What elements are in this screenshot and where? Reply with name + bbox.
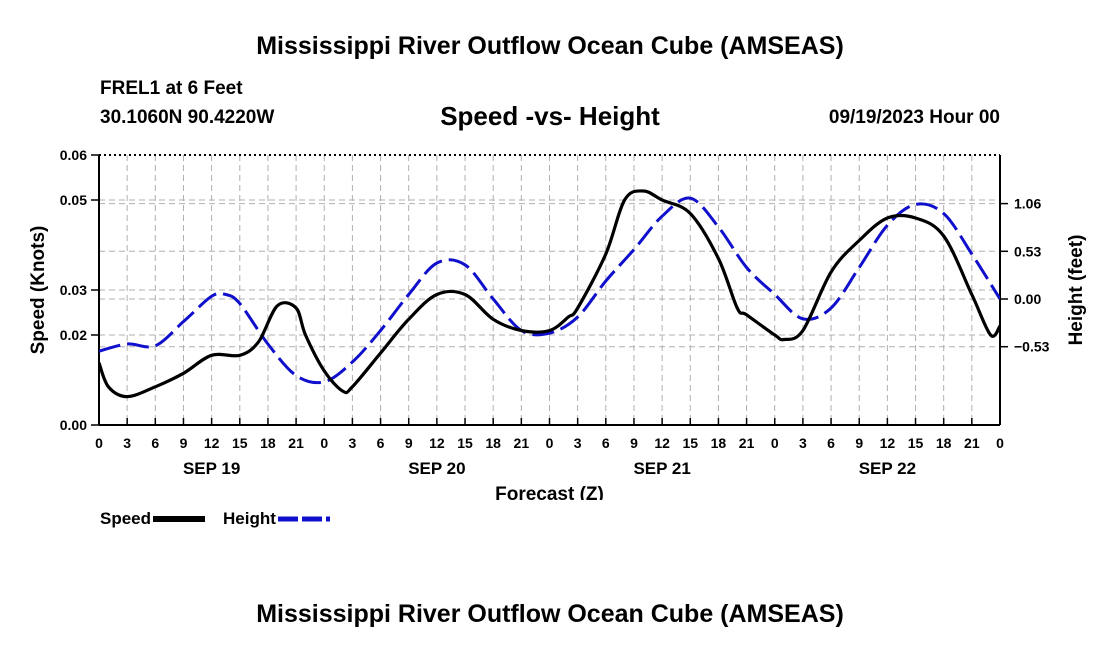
x-tick-label: 6	[377, 435, 385, 451]
x-tick-label: 0	[320, 435, 328, 451]
x-tick-label: 21	[739, 435, 755, 451]
x-tick-label: 6	[151, 435, 159, 451]
x-tick-label: 9	[855, 435, 863, 451]
y-axis-title: Speed (Knots)	[28, 226, 49, 355]
x-tick-label: 6	[602, 435, 610, 451]
x-tick-label: 3	[574, 435, 582, 451]
x-tick-label: 3	[799, 435, 807, 451]
x-tick-label: 21	[964, 435, 980, 451]
x-axis-title: Forecast (Z)	[495, 484, 604, 500]
day-label: SEP 21	[633, 459, 690, 478]
y-tick-label: 0.00	[60, 417, 87, 433]
x-tick-label: 15	[457, 435, 473, 451]
legend-height-swatch	[277, 516, 330, 522]
y2-axis-title: Height (feet)	[1066, 235, 1087, 346]
x-tick-label: 0	[771, 435, 779, 451]
y2-tick-label: 0.53	[1014, 243, 1041, 259]
chart-title: Speed -vs- Height	[440, 101, 660, 131]
speed-height-chart: 0 3 6 9 12 15 18 21 0 3 6 9 12 15 18 21 0 3 6 9 12 15 18 21 0 3 6 9…	[28, 147, 1087, 500]
day-label: SEP 19	[183, 459, 240, 478]
y2-tick-label: 1.06	[1014, 196, 1041, 212]
x-tick-label: 12	[880, 435, 896, 451]
x-tick-label: 12	[204, 435, 220, 451]
x-tick-label: 0	[95, 435, 103, 451]
x-tick-label: 15	[682, 435, 698, 451]
legend-speed-swatch	[153, 516, 206, 522]
x-tick-label: 6	[827, 435, 835, 451]
x-tick-label: 0	[996, 435, 1004, 451]
x-tick-label: 9	[630, 435, 638, 451]
x-tick-label: 21	[288, 435, 304, 451]
day-label: SEP 20	[408, 459, 465, 478]
page-title-bottom: Mississippi River Outflow Ocean Cube (AM…	[256, 600, 844, 628]
y2-tick-label: 0.00	[1014, 291, 1041, 307]
x-tick-label: 15	[908, 435, 924, 451]
y2-tick-label: −0.53	[1014, 339, 1050, 355]
x-tick-label: 9	[405, 435, 413, 451]
x-tick-label: 21	[514, 435, 530, 451]
x-tick-label: 18	[485, 435, 501, 451]
day-label: SEP 22	[859, 459, 916, 478]
legend-speed-label: Speed	[100, 509, 152, 528]
page-title-top: Mississippi River Outflow Ocean Cube (AM…	[256, 32, 844, 60]
x-tick-label: 18	[260, 435, 276, 451]
height-series-line	[99, 196, 1000, 385]
legend-height-label: Height	[223, 509, 276, 528]
station-coords: 30.1060N 90.4220W	[100, 107, 275, 128]
x-tick-label: 3	[349, 435, 357, 451]
y-tick-label: 0.02	[60, 327, 87, 343]
x-tick-label: 12	[654, 435, 670, 451]
legend: Speed Height	[100, 509, 330, 529]
x-tick-label: 18	[936, 435, 952, 451]
station-label: FREL1 at 6 Feet	[100, 78, 243, 99]
x-tick-label: 9	[180, 435, 188, 451]
x-tick-label: 15	[232, 435, 248, 451]
x-tick-label: 18	[711, 435, 727, 451]
x-tick-label: 3	[123, 435, 131, 451]
y-tick-label: 0.03	[60, 282, 87, 298]
speed-series-line	[99, 189, 1000, 399]
x-tick-label: 12	[429, 435, 445, 451]
x-tick-label: 0	[546, 435, 554, 451]
y-tick-label: 0.06	[60, 147, 87, 163]
y-tick-label: 0.05	[60, 192, 87, 208]
forecast-date: 09/19/2023 Hour 00	[828, 107, 1000, 128]
